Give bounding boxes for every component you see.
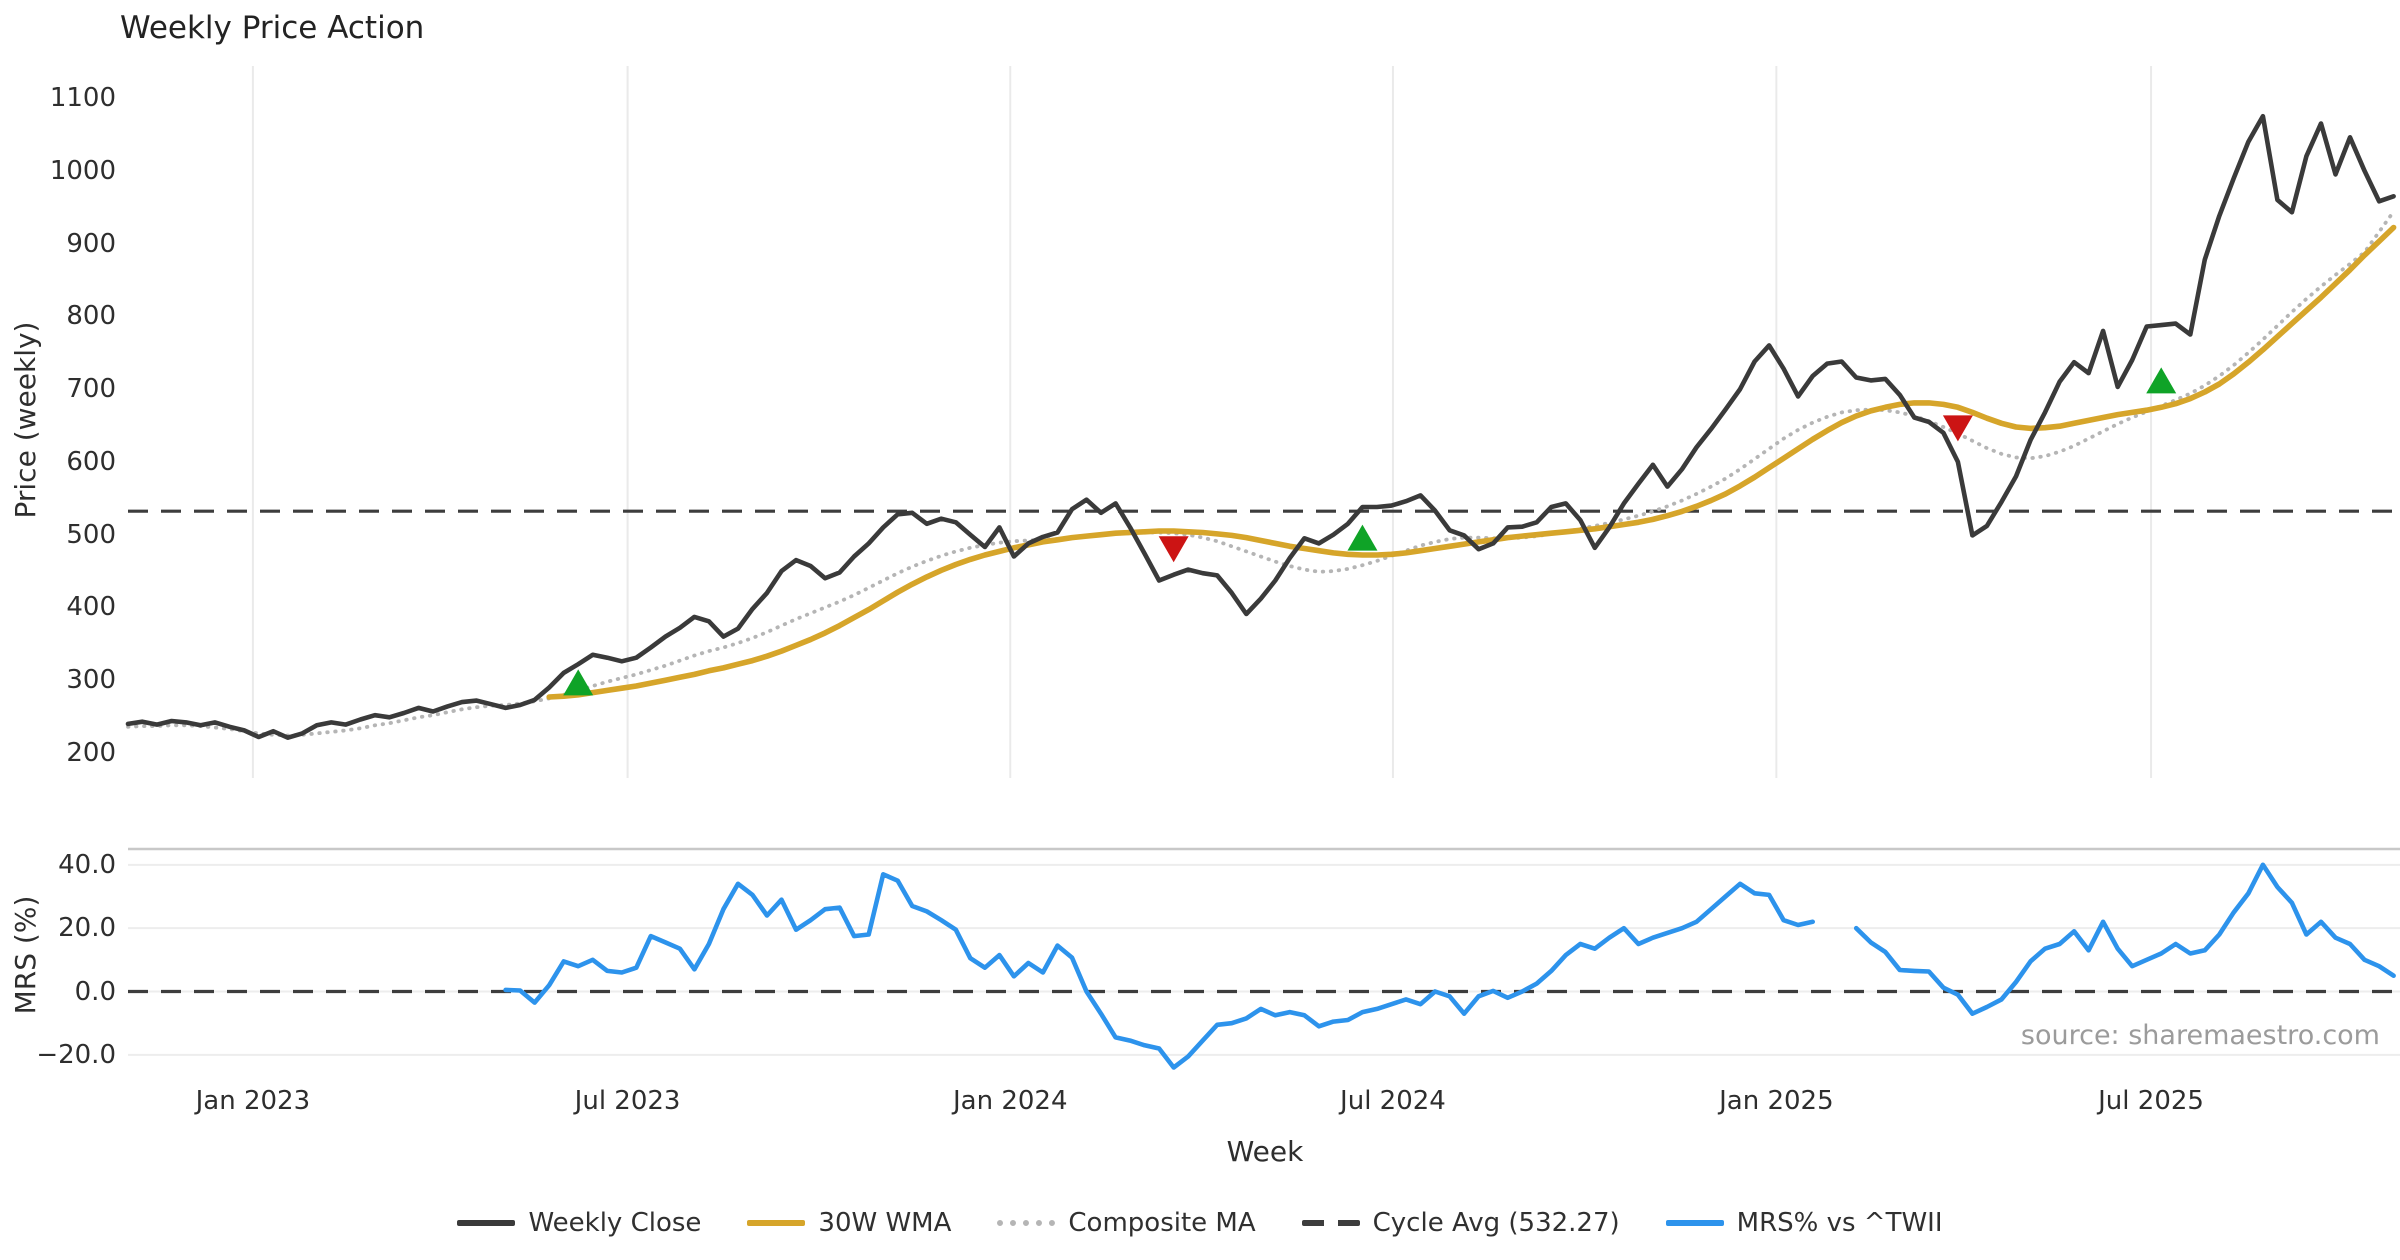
legend-label: MRS% vs ^TWII (1736, 1208, 1943, 1238)
legend-item: Composite MA (997, 1208, 1256, 1238)
wma-30w-line (546, 224, 2397, 700)
x-axis-label: Week (1226, 1135, 1304, 1168)
x-tick-label: Jul 2024 (1340, 1086, 1446, 1116)
legend-label: Composite MA (1068, 1208, 1256, 1238)
price-ytick-label: 200 (66, 738, 116, 768)
price-ytick-label: 1100 (49, 83, 116, 113)
price-ytick-label: 1000 (49, 155, 116, 186)
mrs-ytick-label: 40.0 (58, 849, 116, 880)
legend-item: Cycle Avg (532.27) (1301, 1208, 1620, 1238)
sell-signal-marker (1158, 536, 1189, 563)
price-axis-label: Price (weekly) (8, 321, 42, 519)
sell-signal-marker (1942, 415, 1973, 442)
buy-signal-marker (2146, 367, 2177, 394)
price-ytick-label: 900 (66, 228, 116, 259)
price-ytick-label: 300 (66, 665, 116, 696)
x-tick-label: Jul 2025 (2098, 1086, 2204, 1116)
x-tick-label: Jan 2023 (195, 1086, 311, 1116)
x-tick-label: Jul 2023 (574, 1086, 681, 1116)
price-ytick-label: 800 (66, 301, 116, 332)
legend-item: MRS% vs ^TWII (1665, 1208, 1943, 1238)
mrs-ytick-label: −20.0 (36, 1039, 116, 1070)
legend-swatch-dotted-icon (997, 1220, 1056, 1226)
mrs-line (503, 862, 2396, 1070)
legend-label: Weekly Close (528, 1208, 702, 1238)
legend-item: 30W WMA (747, 1208, 951, 1238)
price-ytick-label: 600 (66, 446, 116, 477)
legend-swatch-solid-icon (1665, 1220, 1724, 1226)
x-tick-label: Jan 2024 (953, 1086, 1068, 1116)
price-ytick-label: 700 (66, 374, 116, 405)
source-attribution: source: sharemaestro.com (2020, 1020, 2380, 1051)
weekly-close-line (125, 113, 2396, 740)
buy-signal-marker (563, 669, 594, 696)
chart-title: Weekly Price Action (120, 10, 425, 46)
buy-signal-marker (1347, 524, 1378, 551)
mrs-ytick-label: 0.0 (74, 976, 116, 1007)
price-ytick-label: 500 (66, 519, 116, 550)
legend-swatch-solid-icon (457, 1220, 516, 1226)
composite-ma-line (126, 209, 2396, 738)
legend-swatch-solid-icon (747, 1220, 806, 1226)
legend-label: 30W WMA (818, 1208, 952, 1238)
x-tick-label: Jan 2025 (1719, 1086, 1834, 1116)
legend-item: Weekly Close (457, 1208, 701, 1238)
legend: Weekly Close 30W WMA Composite MA Cycle Avg… (0, 1208, 2400, 1238)
legend-label: Cycle Avg (532.27) (1372, 1208, 1620, 1238)
mrs-ytick-label: 20.0 (58, 913, 116, 944)
legend-swatch-dashed-icon (1301, 1220, 1360, 1226)
price-ytick-label: 400 (66, 592, 116, 623)
